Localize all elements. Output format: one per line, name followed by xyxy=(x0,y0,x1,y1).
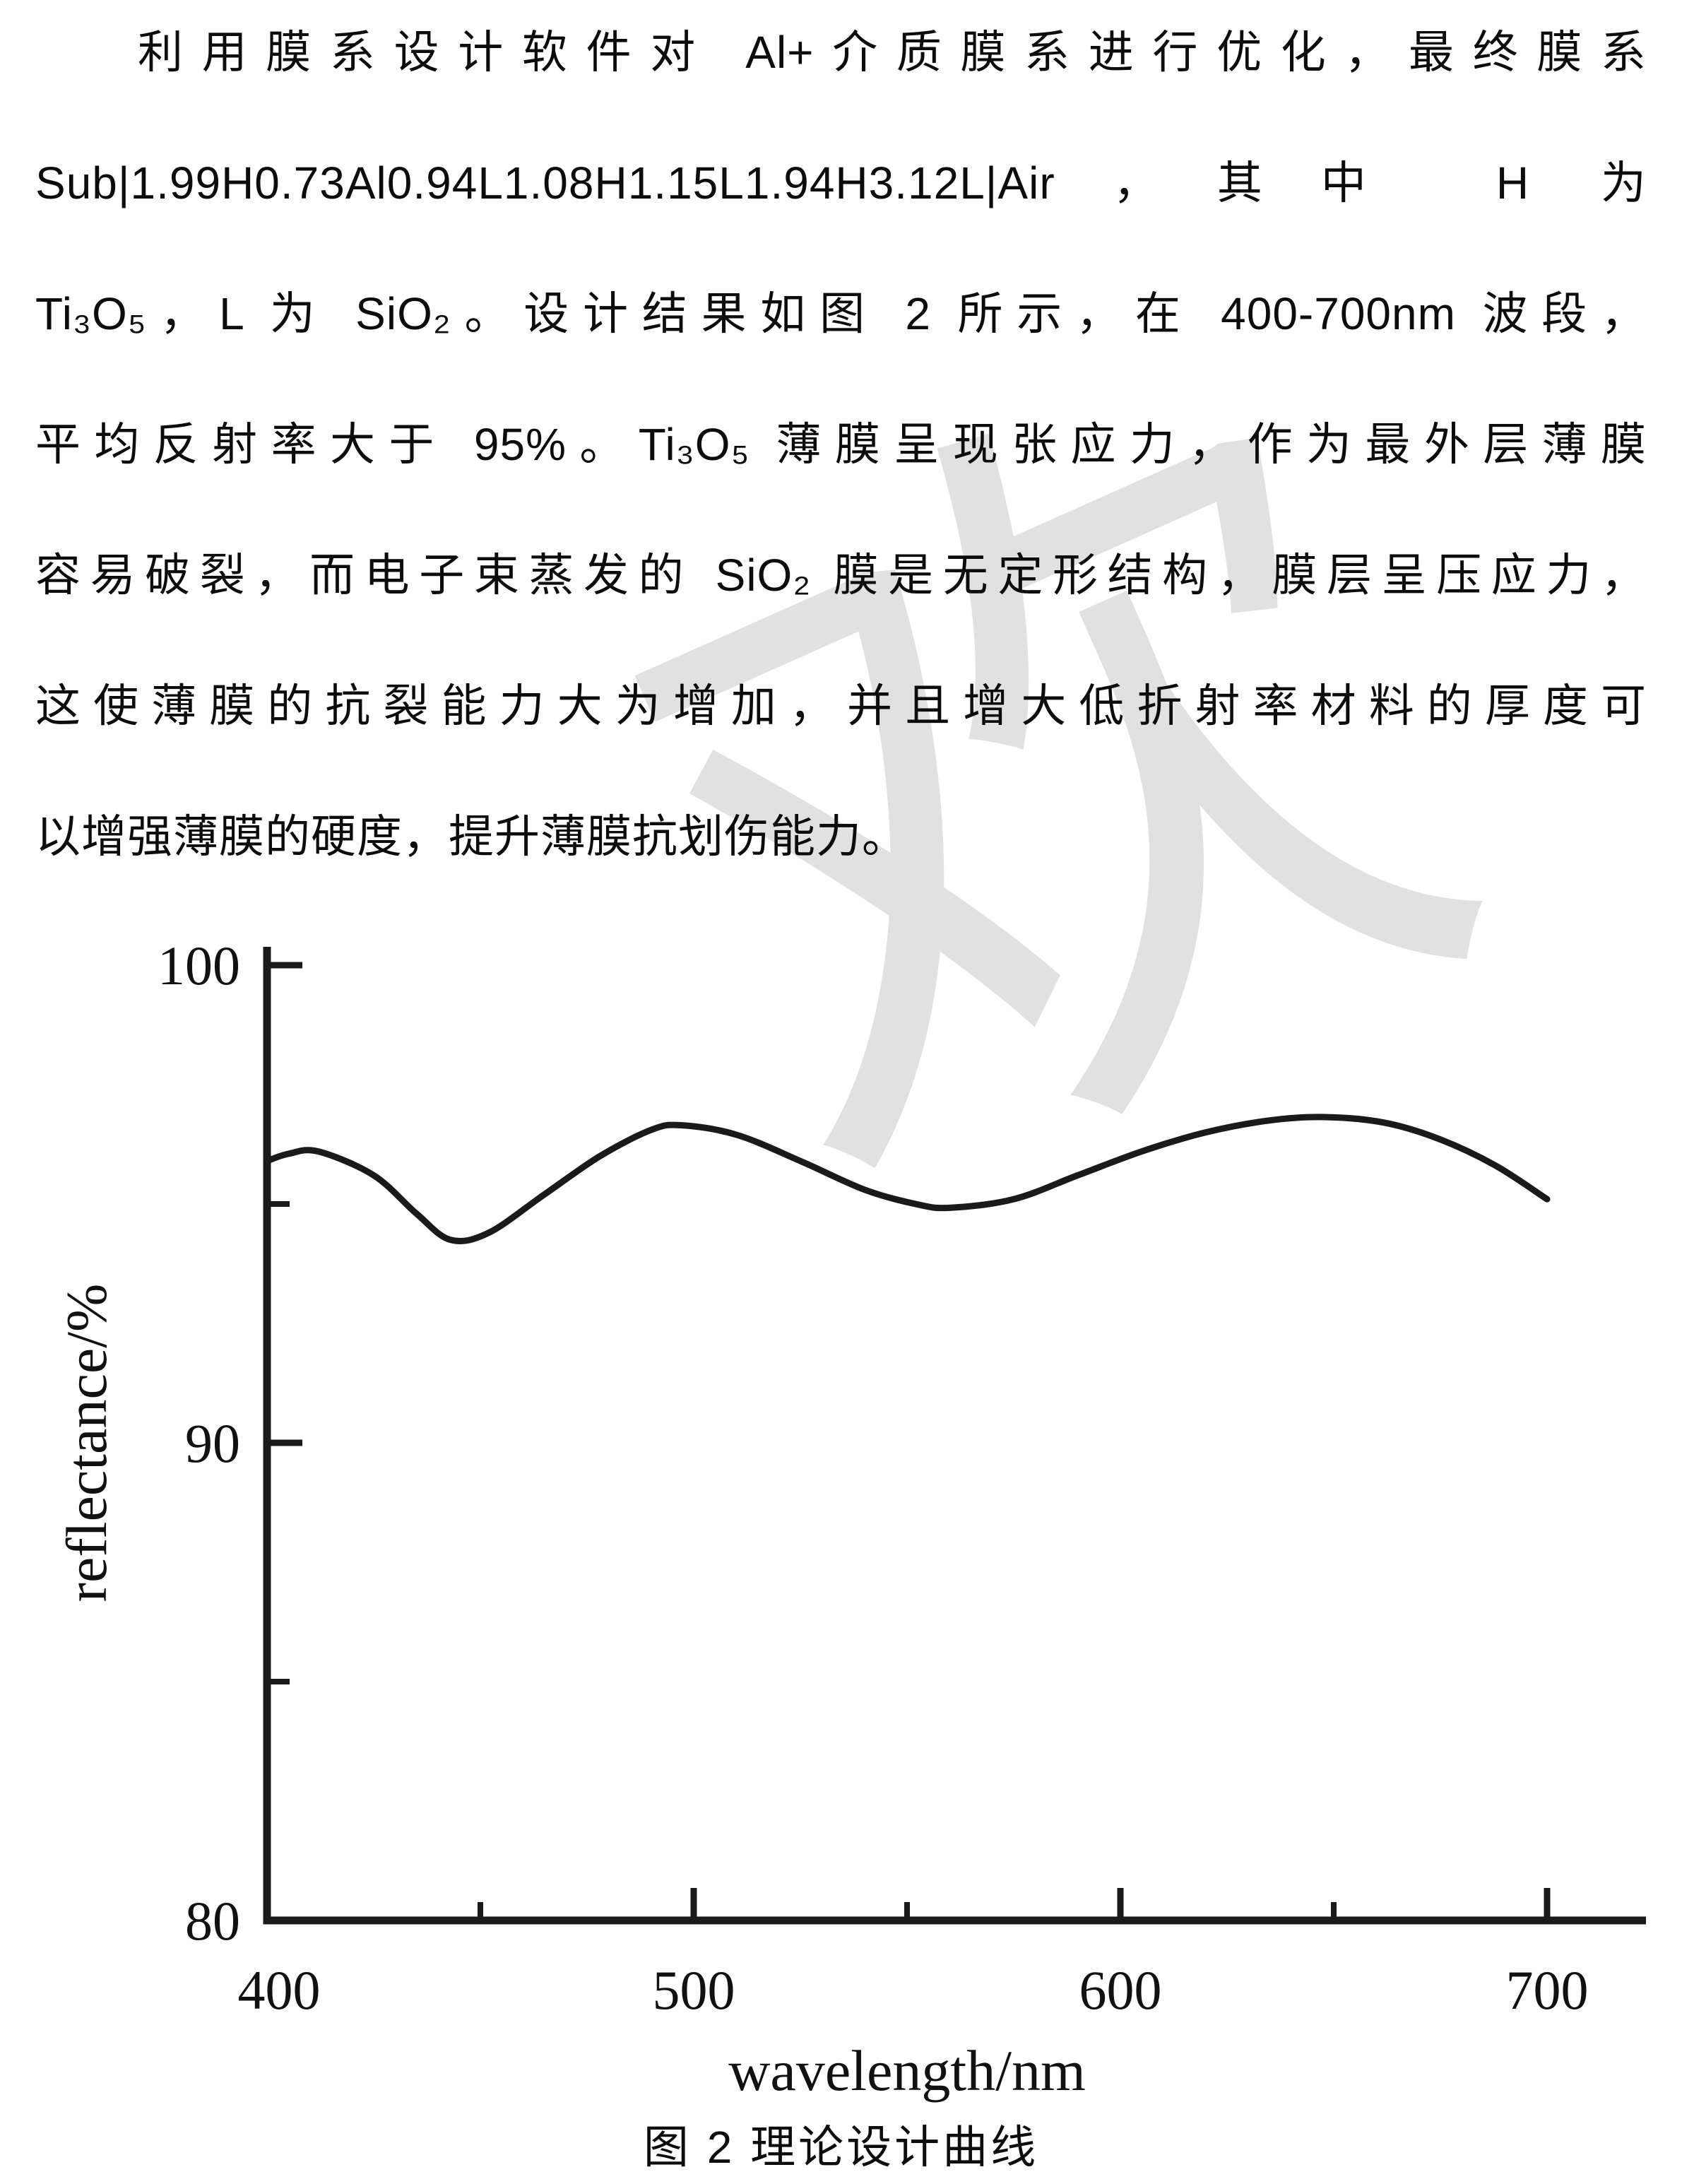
figure-caption: 图 2 理论设计曲线 xyxy=(643,2122,1039,2173)
x-tick-label: 600 xyxy=(1079,1959,1162,2021)
reflectance-curve xyxy=(263,1114,1551,1245)
y-axis-title: reflectance/% xyxy=(54,1284,119,1602)
body-line-3: Ti₃O₅，L 为 SiO₂。设计结果如图 2 所示，在 400-700nm 波… xyxy=(35,288,1647,339)
y-tick-label: 80 xyxy=(185,1890,240,1952)
body-line-4: 平均反射率大于 95%。Ti₃O₅ 薄膜呈现张应力，作为最外层薄膜 xyxy=(35,419,1647,470)
body-line-7: 以增强薄膜的硬度，提升薄膜抗划伤能力。 xyxy=(35,811,908,862)
x-tick-label: 400 xyxy=(238,1959,321,2021)
y-tick-label: 90 xyxy=(185,1412,240,1474)
body-line-2: Sub|1.99H0.73Al0.94L1.08H1.15L1.94H3.12L… xyxy=(35,158,1647,208)
axis-lines xyxy=(263,947,1646,1925)
body-line-6: 这使薄膜的抗裂能力大为增加，并且增大低折射率材料的厚度可 xyxy=(35,680,1647,731)
y-tick-label: 100 xyxy=(158,935,240,996)
x-axis-title: wavelength/nm xyxy=(728,2038,1086,2103)
x-tick-label: 500 xyxy=(653,1959,735,2021)
body-line-5: 容易破裂，而电子束蒸发的 SiO₂ 膜是无定形结构，膜层呈压应力， xyxy=(35,550,1647,601)
body-line-1: 利用膜系设计软件对 Al+介质膜系进行优化，最终膜系 xyxy=(138,27,1647,78)
body-paragraph: 利用膜系设计软件对 Al+介质膜系进行优化，最终膜系 Sub|1.99H0.73… xyxy=(35,0,1647,902)
x-tick-label: 700 xyxy=(1506,1959,1589,2021)
